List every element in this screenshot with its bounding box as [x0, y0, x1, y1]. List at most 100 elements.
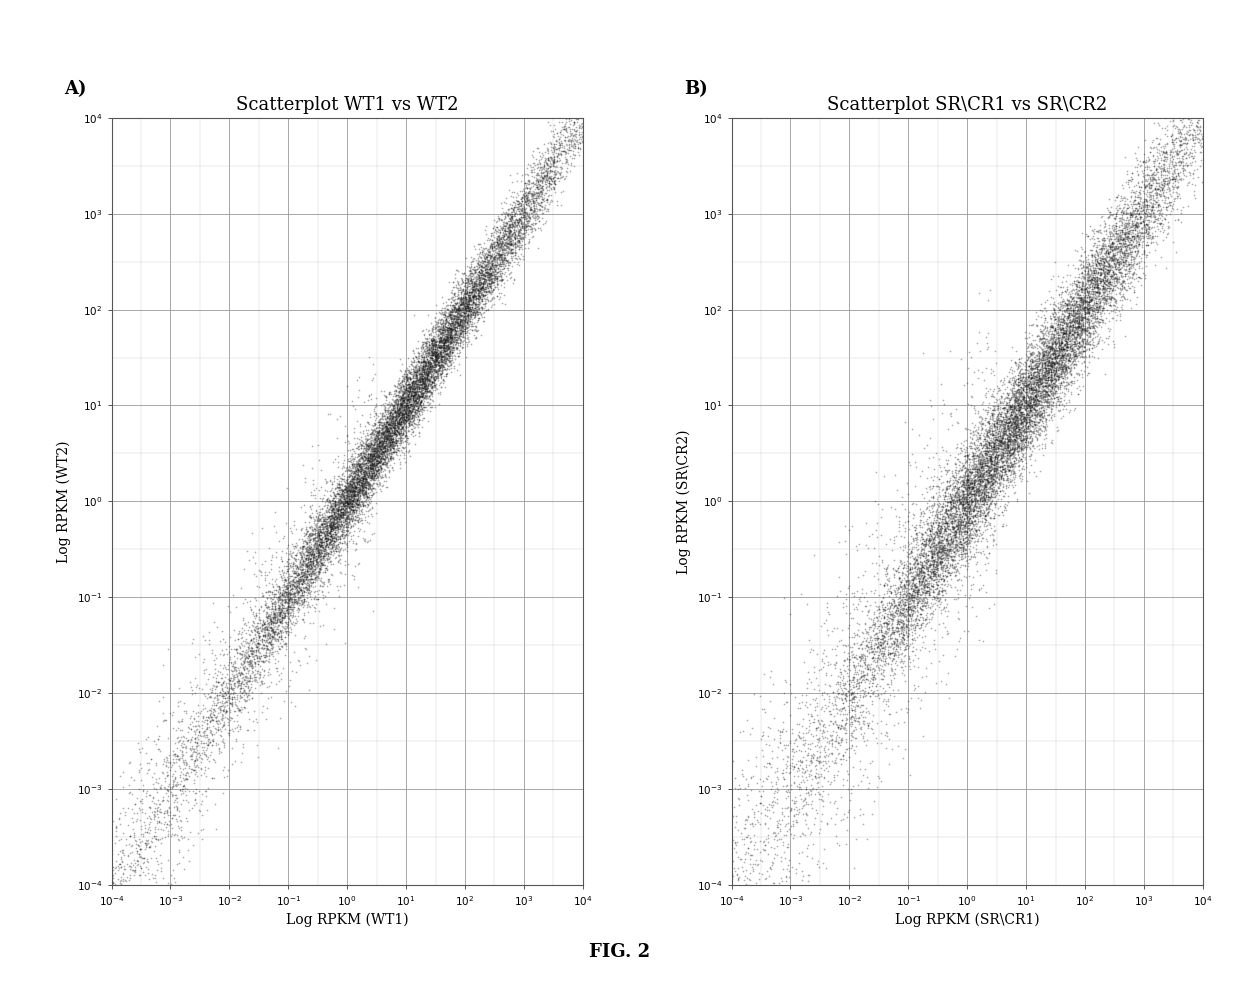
- Point: [837, 598, 857, 613]
- Point: [1111, 210, 1131, 226]
- Point: [1008, 416, 1028, 432]
- Point: [278, 601, 298, 616]
- Point: [472, 267, 492, 283]
- Point: [985, 460, 1004, 476]
- Point: [392, 430, 412, 445]
- Point: [190, 745, 210, 761]
- Point: [996, 401, 1016, 417]
- Point: [109, 810, 129, 826]
- Point: [956, 510, 976, 526]
- Point: [1025, 388, 1045, 404]
- Point: [165, 748, 185, 764]
- Point: [976, 437, 996, 453]
- Point: [334, 506, 353, 522]
- Point: [942, 538, 962, 553]
- Point: [476, 246, 496, 261]
- Point: [356, 436, 376, 452]
- Point: [1069, 319, 1089, 335]
- Point: [936, 564, 956, 580]
- Point: [1003, 456, 1023, 472]
- Point: [343, 473, 363, 489]
- Point: [556, 145, 575, 161]
- Point: [913, 542, 932, 557]
- Point: [367, 469, 387, 485]
- Point: [329, 548, 348, 563]
- Point: [1034, 371, 1054, 386]
- Point: [252, 640, 272, 656]
- Point: [1022, 360, 1042, 376]
- Point: [942, 531, 962, 547]
- Point: [1064, 343, 1084, 359]
- Point: [755, 816, 775, 832]
- Point: [456, 302, 476, 318]
- Point: [236, 693, 255, 709]
- Point: [904, 630, 924, 646]
- Point: [1056, 273, 1076, 289]
- Point: [198, 760, 218, 776]
- Point: [382, 402, 402, 418]
- Point: [960, 499, 980, 515]
- Point: [1127, 211, 1147, 227]
- Point: [1033, 341, 1053, 357]
- Point: [947, 482, 967, 497]
- Point: [298, 539, 317, 554]
- Point: [1110, 230, 1130, 246]
- Point: [837, 658, 857, 673]
- Point: [1085, 350, 1105, 366]
- Point: [983, 482, 1003, 497]
- Point: [1048, 402, 1068, 418]
- Point: [467, 315, 487, 330]
- Point: [1058, 383, 1078, 399]
- Point: [513, 231, 533, 247]
- Point: [564, 114, 584, 130]
- Point: [997, 440, 1017, 456]
- Point: [557, 137, 577, 152]
- Point: [1120, 236, 1140, 252]
- Point: [920, 601, 940, 616]
- Point: [996, 414, 1016, 430]
- Point: [918, 553, 937, 569]
- Point: [355, 447, 374, 463]
- Point: [412, 349, 432, 365]
- Point: [296, 542, 316, 557]
- Point: [278, 589, 298, 605]
- Point: [916, 606, 936, 621]
- Point: [854, 667, 874, 683]
- Point: [1097, 273, 1117, 289]
- Point: [342, 495, 362, 511]
- Point: [293, 576, 312, 592]
- Point: [1007, 406, 1027, 422]
- Point: [874, 601, 894, 616]
- Point: [1023, 376, 1043, 392]
- Point: [223, 675, 243, 691]
- Point: [1123, 240, 1143, 256]
- Point: [1074, 321, 1094, 337]
- Point: [410, 393, 430, 409]
- Point: [1034, 333, 1054, 349]
- Point: [931, 545, 951, 560]
- Point: [784, 759, 804, 775]
- Point: [377, 457, 397, 473]
- Point: [972, 459, 992, 475]
- Point: [401, 417, 420, 433]
- Point: [300, 560, 320, 576]
- Point: [250, 598, 270, 613]
- Point: [424, 331, 444, 347]
- Point: [295, 640, 315, 656]
- Point: [1002, 399, 1022, 415]
- Point: [407, 369, 427, 384]
- Point: [310, 549, 330, 565]
- Point: [1054, 341, 1074, 357]
- Point: [869, 607, 889, 623]
- Point: [367, 441, 387, 457]
- Point: [911, 586, 931, 602]
- Point: [918, 599, 937, 614]
- Point: [998, 411, 1018, 427]
- Point: [392, 387, 412, 403]
- Point: [413, 376, 433, 391]
- Point: [463, 287, 482, 303]
- Point: [544, 158, 564, 174]
- Point: [366, 461, 386, 477]
- Point: [960, 480, 980, 495]
- Point: [423, 369, 443, 384]
